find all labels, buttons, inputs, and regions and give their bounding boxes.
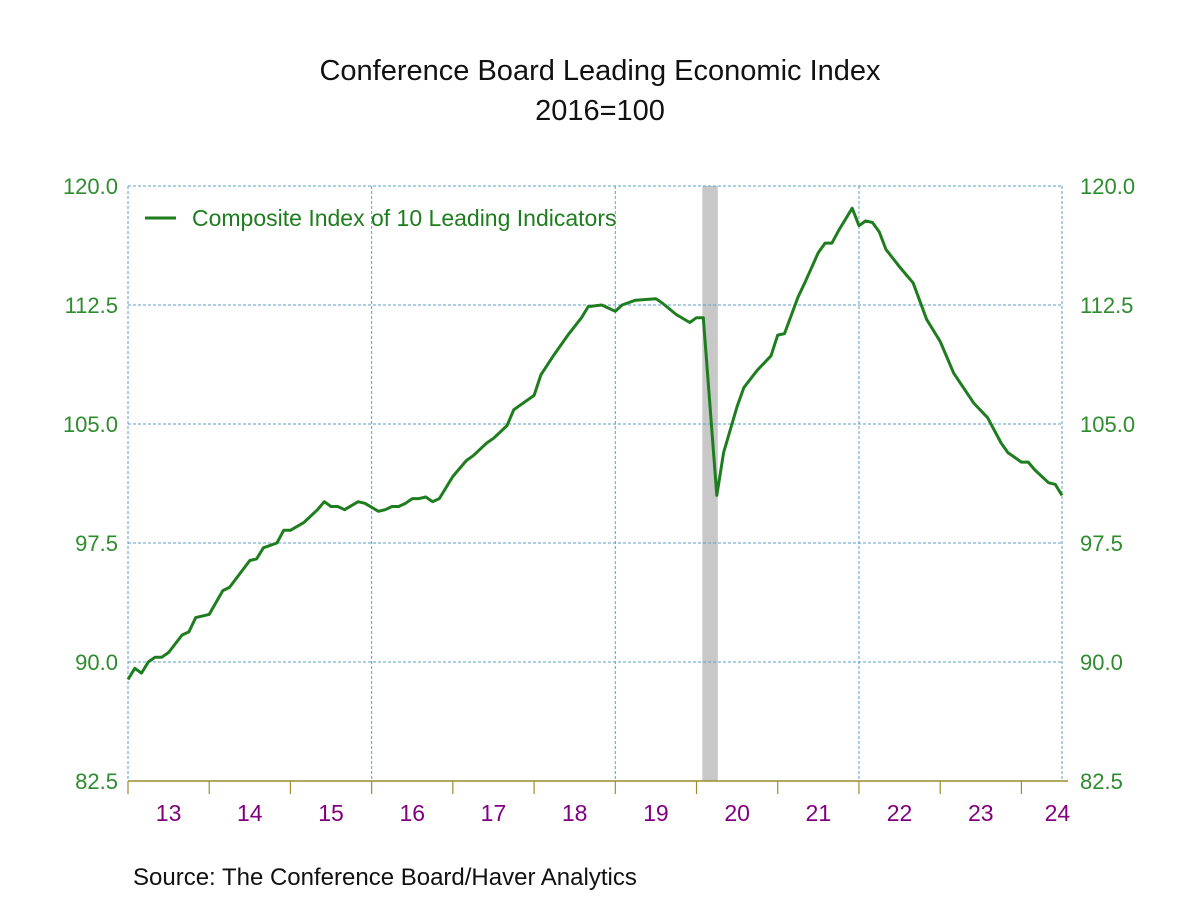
x-tick-label: 22 [887, 800, 913, 826]
x-tick-label: 20 [724, 800, 750, 826]
y-tick-label-right: 90.0 [1080, 650, 1123, 675]
recession-shading [702, 186, 718, 781]
x-tick-label: 18 [562, 800, 588, 826]
x-tick-label: 23 [968, 800, 994, 826]
chart-subtitle: 2016=100 [535, 95, 665, 127]
y-tick-label-left: 112.5 [65, 293, 118, 318]
y-tick-label-right: 82.5 [1080, 769, 1123, 794]
legend-label: Composite Index of 10 Leading Indicators [192, 205, 617, 231]
y-tick-label-right: 105.0 [1080, 412, 1135, 437]
x-tick-label: 14 [237, 800, 263, 826]
x-tick-label: 21 [806, 800, 832, 826]
series-line [126, 206, 1064, 681]
source-note: Source: The Conference Board/Haver Analy… [133, 864, 637, 891]
x-tick-label: 24 [1045, 800, 1071, 826]
x-tick-label: 13 [156, 800, 182, 826]
x-tick-label: 16 [399, 800, 425, 826]
y-tick-label-left: 90.0 [75, 650, 118, 675]
y-tick-label-left: 105.0 [63, 412, 118, 437]
x-tick-label: 17 [481, 800, 507, 826]
y-tick-label-right: 120.0 [1080, 174, 1135, 199]
x-tick-label: 15 [318, 800, 344, 826]
y-tick-label-right: 97.5 [1080, 531, 1123, 556]
y-tick-label-left: 97.5 [75, 531, 118, 556]
y-tick-label-left: 82.5 [75, 769, 118, 794]
x-tick-label: 19 [643, 800, 669, 826]
y-tick-label-left: 120.0 [63, 174, 118, 199]
y-tick-label-right: 112.5 [1080, 293, 1133, 318]
chart-title: Conference Board Leading Economic Index [319, 55, 881, 87]
